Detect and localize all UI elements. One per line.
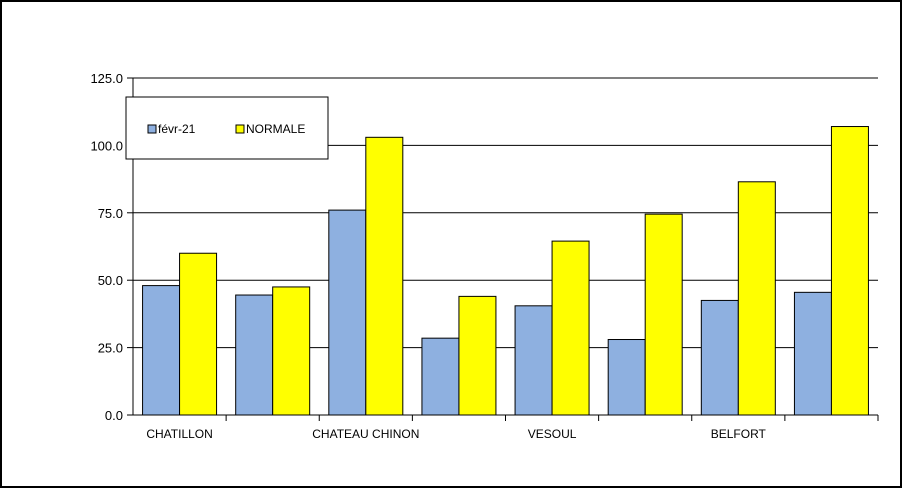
y-tick-label: 125.0 [90, 71, 123, 86]
bar [551, 240, 590, 416]
bar [514, 305, 553, 416]
y-tick-label: 0.0 [105, 408, 123, 423]
x-tick-label: CHATILLON [146, 427, 212, 441]
bar [737, 181, 776, 416]
legend-box [125, 96, 329, 160]
y-tick-label: 25.0 [98, 341, 123, 356]
bar [793, 291, 832, 416]
bar [607, 339, 646, 416]
legend-label: févr-21 [158, 122, 196, 136]
legend-label: NORMALE [246, 122, 305, 136]
bar [142, 285, 181, 416]
bar [235, 294, 274, 416]
bar [830, 126, 869, 416]
x-tick-labels: CHATILLON CHATEAU CHINON VESOUL BELFORT [146, 427, 766, 441]
bar [421, 337, 460, 416]
x-tick-label: CHATEAU CHINON [312, 427, 419, 441]
bar [328, 209, 367, 416]
bars [142, 126, 869, 416]
y-tick-labels: 0.0 25.0 50.0 75.0 100.0 125.0 [90, 71, 123, 423]
legend-swatch [235, 124, 245, 134]
x-tick-label: VESOUL [528, 427, 577, 441]
x-tick-label: BELFORT [711, 427, 767, 441]
bar [644, 213, 683, 416]
legend-swatch [147, 124, 157, 134]
y-tick-label: 50.0 [98, 273, 123, 288]
bar [365, 136, 404, 416]
y-tick-label: 75.0 [98, 206, 123, 221]
bar [272, 286, 311, 416]
bar [179, 252, 218, 416]
bar [458, 295, 497, 416]
bar [700, 299, 739, 416]
legend: févr-21 NORMALE [125, 96, 329, 160]
y-tick-label: 100.0 [90, 138, 123, 153]
